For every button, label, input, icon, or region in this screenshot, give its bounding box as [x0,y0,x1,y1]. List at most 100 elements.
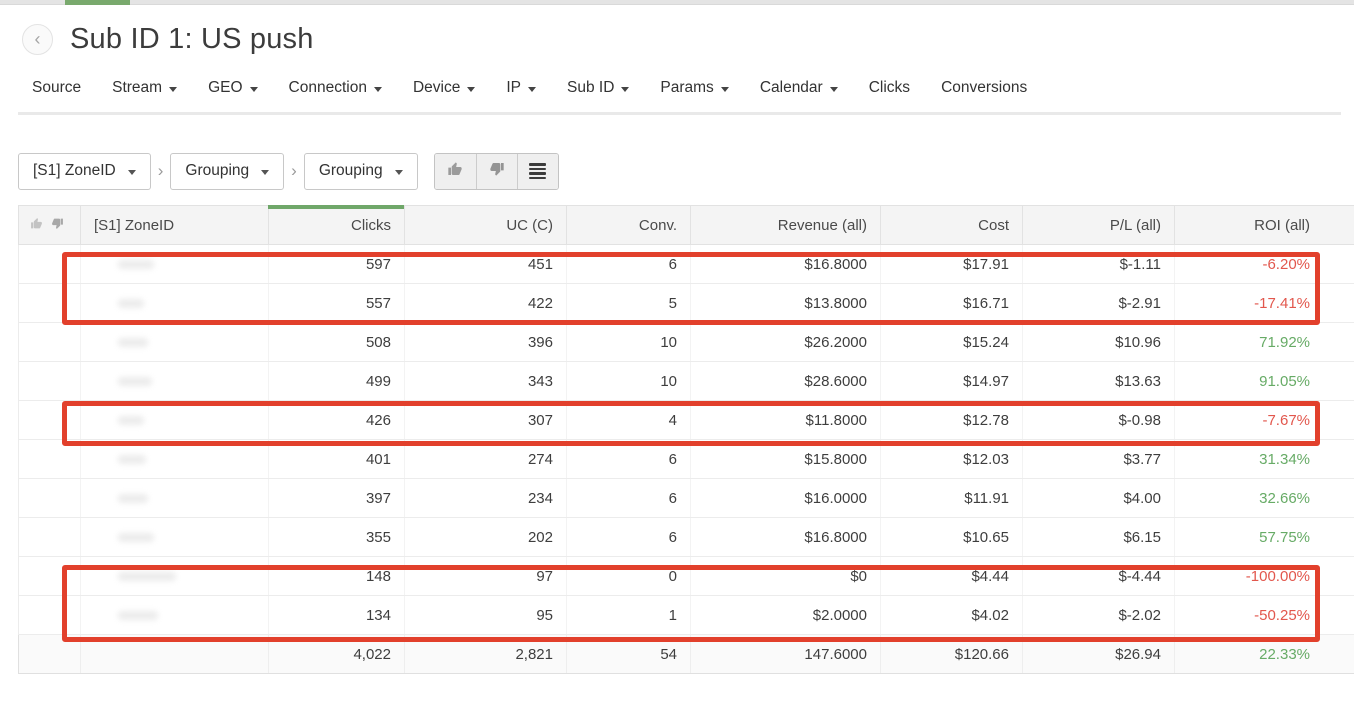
table-row[interactable]: 597 451 6 $16.8000 $17.91 $-1.11 -6.20% [18,244,1354,284]
cell-clicks: 557 [268,283,405,323]
cell-cost: $14.97 [880,361,1023,401]
grouping-dropdown-2[interactable]: Grouping [170,152,285,190]
cell-cost: $12.03 [880,439,1023,479]
table-row[interactable]: 426 307 4 $11.8000 $12.78 $-0.98 -7.67% [18,400,1354,440]
nav-item-sub-id[interactable]: Sub ID [567,79,630,97]
cell-clicks: 499 [268,361,405,401]
total-pl: $26.94 [1022,634,1175,674]
cell-cost: $17.91 [880,244,1023,284]
header-zone-id[interactable]: [S1] ZoneID [80,205,269,245]
nav-item-connection[interactable]: Connection [289,79,382,97]
cell-pl: $4.00 [1022,478,1175,518]
cell-clicks: 426 [268,400,405,440]
grouping-dropdown-3[interactable]: Grouping [303,152,418,190]
header-thumbs-column [18,205,81,245]
thumbs-up-icon[interactable] [30,217,43,234]
header-clicks[interactable]: Clicks [268,205,405,245]
cell-thumbs [18,244,81,284]
cell-roi: 71.92% [1174,322,1354,362]
cell-conv: 5 [566,283,691,323]
chevron-down-icon [829,86,838,92]
grouping-dropdown-1[interactable]: [S1] ZoneID [18,152,151,190]
total-roi: 22.33% [1174,634,1354,674]
cell-conv: 6 [566,244,691,284]
cell-uc: 451 [404,244,567,284]
report-tabs-nav: Source Stream GEO Connection Device IP Sub ID P… [32,77,1354,99]
cell-cost: $15.24 [880,322,1023,362]
thumbs-up-filter-button[interactable] [434,153,476,189]
cell-zone [80,634,269,674]
nav-item-clicks[interactable]: Clicks [869,79,910,97]
header-conv[interactable]: Conv. [566,205,691,245]
table-row[interactable]: 508 396 10 $26.2000 $15.24 $10.96 71.92% [18,322,1354,362]
cell-uc: 274 [404,439,567,479]
cell-zone [80,283,269,323]
header-pl[interactable]: P/L (all) [1022,205,1175,245]
cell-roi: 91.05% [1174,361,1354,401]
cell-zone [80,439,269,479]
header-revenue[interactable]: Revenue (all) [690,205,881,245]
header-roi[interactable]: ROI (all) [1174,205,1354,245]
cell-revenue: $15.8000 [690,439,881,479]
cell-revenue: $0 [690,556,881,596]
report-table: [S1] ZoneID Clicks UC (C) Conv. Revenue … [18,205,1354,674]
cell-uc: 422 [404,283,567,323]
nav-item-source[interactable]: Source [32,79,81,97]
cell-uc: 202 [404,517,567,557]
redacted-zone-id [118,571,176,581]
cell-uc: 97 [404,556,567,596]
cell-roi: -17.41% [1174,283,1354,323]
chevron-down-icon [249,86,258,92]
nav-item-conversions[interactable]: Conversions [941,79,1027,97]
cell-clicks: 148 [268,556,405,596]
cell-revenue: $11.8000 [690,400,881,440]
cell-cost: $12.78 [880,400,1023,440]
cell-roi: -50.25% [1174,595,1354,635]
cell-conv: 6 [566,439,691,479]
nav-item-label: Clicks [868,79,911,96]
thumbs-down-icon[interactable] [51,217,64,234]
cell-revenue: $16.0000 [690,478,881,518]
cell-clicks: 355 [268,517,405,557]
chevron-down-icon [528,86,537,92]
cell-zone [80,595,269,635]
table-row[interactable]: 557 422 5 $13.8000 $16.71 $-2.91 -17.41% [18,283,1354,323]
chevron-down-icon [720,86,729,92]
nav-item-ip[interactable]: IP [506,79,537,97]
nav-item-label: Connection [288,79,367,96]
cell-cost: $4.02 [880,595,1023,635]
table-row[interactable]: 397 234 6 $16.0000 $11.91 $4.00 32.66% [18,478,1354,518]
header-uc[interactable]: UC (C) [404,205,567,245]
nav-item-stream[interactable]: Stream [112,79,178,97]
table-row[interactable]: 401 274 6 $15.8000 $12.03 $3.77 31.34% [18,439,1354,479]
table-row[interactable]: 499 343 10 $28.6000 $14.97 $13.63 91.05% [18,361,1354,401]
nav-item-device[interactable]: Device [412,79,476,97]
nav-item-geo[interactable]: GEO [208,79,258,97]
back-button[interactable]: ‹ [22,23,53,55]
menu-button[interactable] [516,153,558,189]
nav-item-label: Device [412,79,461,96]
table-row[interactable]: 355 202 6 $16.8000 $10.65 $6.15 57.75% [18,517,1354,557]
cell-zone [80,361,269,401]
nav-item-calendar[interactable]: Calendar [760,79,838,97]
nav-item-label: GEO [208,79,243,96]
cell-conv: 0 [566,556,691,596]
cell-thumbs [18,322,81,362]
cell-clicks: 508 [268,322,405,362]
cell-roi: -7.67% [1174,400,1354,440]
nav-item-label: Stream [112,79,163,96]
cell-conv: 6 [566,517,691,557]
cell-pl: $-4.44 [1022,556,1175,596]
cell-conv: 10 [566,322,691,362]
table-row[interactable]: 148 97 0 $0 $4.44 $-4.44 -100.00% [18,556,1354,596]
thumbs-down-filter-button[interactable] [475,153,517,189]
table-row[interactable]: 134 95 1 $2.0000 $4.02 $-2.02 -50.25% [18,595,1354,635]
table-header-row: [S1] ZoneID Clicks UC (C) Conv. Revenue … [18,205,1354,245]
nav-item-label: Source [32,79,82,96]
header-cost[interactable]: Cost [880,205,1023,245]
nav-item-params[interactable]: Params [660,79,729,97]
page-header: ‹ Sub ID 1: US push [22,21,1354,57]
cell-revenue: $16.8000 [690,244,881,284]
nav-item-label: Conversions [941,79,1028,96]
cell-thumbs [18,478,81,518]
